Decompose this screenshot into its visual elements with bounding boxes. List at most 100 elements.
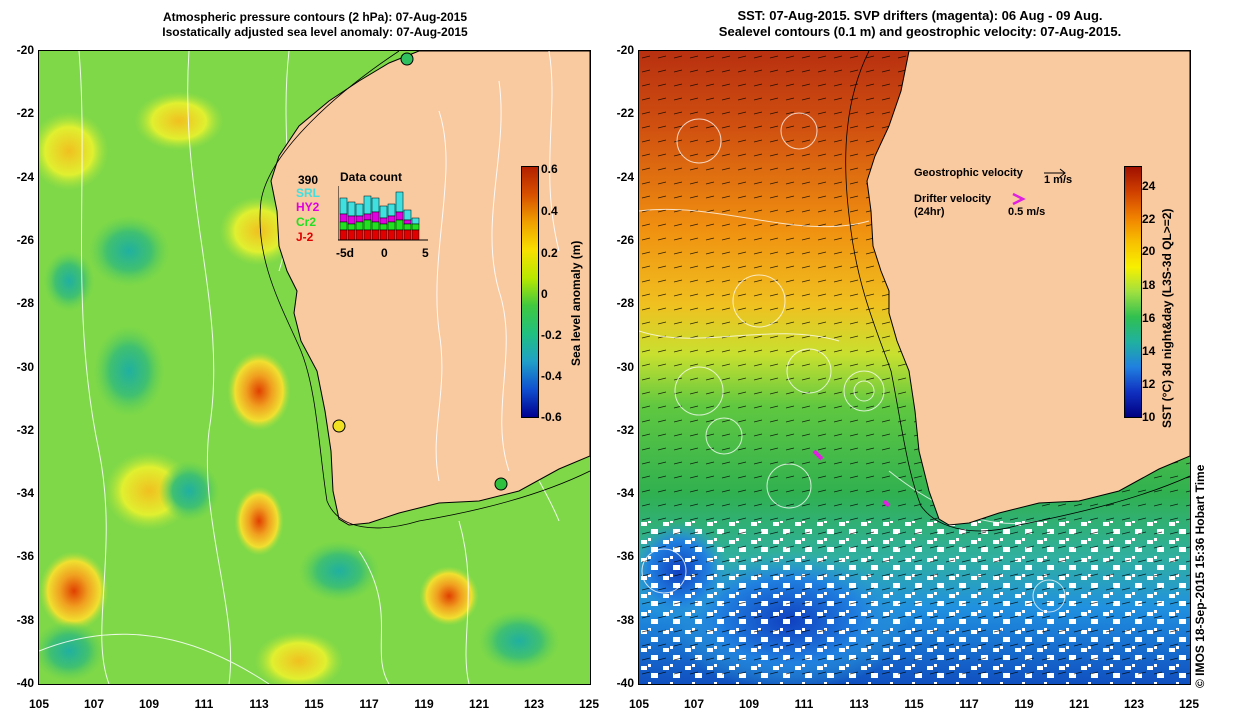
right-xtick-3: 109 [738, 697, 760, 711]
right-title-line2: Sealevel contours (0.1 m) and geostrophi… [718, 24, 1122, 39]
right-ytick-7: -32 [616, 423, 634, 437]
right-ytick-6: -30 [616, 360, 634, 374]
sst-map [638, 50, 1191, 685]
left-map-title: Atmospheric pressure contours (2 hPa): 0… [80, 10, 550, 40]
inset-sat-4: J-2 [296, 230, 314, 244]
geo-velocity-label: Geostrophic velocity [914, 167, 1023, 179]
tide-gauge-marker-3 [400, 52, 414, 66]
left-ytick-5: -28 [16, 296, 34, 310]
left-ytick-1: -20 [16, 43, 34, 57]
left-xtick-11: 125 [578, 697, 600, 711]
sla-colorbar [521, 166, 539, 418]
right-xtick-8: 119 [1014, 697, 1034, 711]
right-xtick-11: 125 [1178, 697, 1200, 711]
right-ytick-3: -24 [616, 170, 634, 184]
australia-land-left [270, 51, 590, 526]
drifter-track-2 [882, 499, 891, 508]
drifter-velocity-label: Drifter velocity [914, 193, 992, 205]
inset-count: 390 [298, 173, 319, 187]
left-xtick-7: 117 [359, 697, 379, 711]
right-title-line1: SST: 07-Aug-2015. SVP drifters (magenta)… [737, 8, 1103, 23]
left-title-line2: Isostatically adjusted sea level anomaly… [162, 25, 468, 39]
inset-sat-3: Cr2 [296, 215, 317, 229]
right-ytick-10: -38 [616, 613, 634, 627]
right-ytick-4: -26 [616, 233, 634, 247]
sst-colorbar [1124, 166, 1142, 418]
right-xtick-6: 115 [904, 697, 924, 711]
sla-cbar-tick-1: 0.6 [541, 162, 558, 176]
sst-colorbar-label: SST (°C) 3d night&day (L3S-3d QL>=2) [1160, 208, 1174, 429]
sla-high-anomaly-2 [39, 551, 109, 631]
drifter-velocity-scale: 0.5 m/s [1008, 206, 1046, 218]
left-xtick-9: 121 [468, 697, 490, 711]
left-xtick-5: 113 [249, 697, 269, 711]
right-xtick-9: 121 [1068, 697, 1090, 711]
sst-cbar-tick-5: 16 [1142, 311, 1156, 325]
sla-cbar-tick-3: 0.2 [541, 246, 558, 260]
drifter-velocity-arrow-icon [1012, 192, 1026, 206]
geo-velocity-scale: 1 m/s [1044, 174, 1073, 186]
inset-xtick-3: 5 [422, 246, 429, 260]
right-ytick-2: -22 [616, 106, 634, 120]
sst-cbar-tick-8: 10 [1142, 410, 1156, 424]
left-xtick-2: 107 [83, 697, 105, 711]
left-xtick-1: 105 [28, 697, 50, 711]
sla-colorbar-label: Sea level anomaly (m) [569, 240, 583, 366]
left-ytick-9: -36 [16, 549, 34, 563]
right-xtick-10: 123 [1123, 697, 1145, 711]
left-ytick-8: -34 [16, 486, 34, 500]
australia-land-right [866, 51, 1190, 526]
right-xtick-5: 113 [849, 697, 869, 711]
sla-map-graphic [39, 51, 590, 684]
sla-cbar-tick-4: 0 [541, 287, 548, 301]
right-ytick-11: -40 [616, 676, 634, 690]
left-ytick-11: -40 [16, 676, 34, 690]
left-ytick-4: -26 [16, 233, 34, 247]
left-xtick-4: 111 [194, 697, 214, 711]
left-xtick-3: 109 [138, 697, 160, 711]
left-xtick-8: 119 [414, 697, 434, 711]
right-ytick-5: -28 [616, 296, 634, 310]
sla-cbar-tick-6: -0.4 [541, 369, 562, 383]
left-xtick-6: 115 [304, 697, 324, 711]
tide-gauge-marker-2 [494, 477, 508, 491]
sea-level-anomaly-map [38, 50, 591, 685]
sla-high-anomaly-1 [227, 351, 291, 431]
inset-xtick-1: -5d [336, 246, 354, 260]
left-ytick-10: -38 [16, 613, 34, 627]
drifter-velocity-sub: (24hr) [914, 206, 945, 218]
left-ytick-2: -22 [16, 106, 34, 120]
inset-sat-1: SRL [296, 186, 320, 200]
inset-sat-2: HY2 [296, 200, 320, 214]
sla-high-anomaly-3 [419, 566, 479, 626]
sst-cbar-tick-6: 14 [1142, 344, 1156, 358]
sst-cbar-tick-3: 20 [1142, 244, 1156, 258]
left-ytick-3: -24 [16, 170, 34, 184]
sla-cbar-tick-7: -0.6 [541, 410, 562, 424]
tide-gauge-marker-1 [332, 419, 346, 433]
left-ytick-6: -30 [16, 360, 34, 374]
sst-cbar-tick-1: 24 [1142, 179, 1156, 193]
inset-xtick-2: 0 [381, 246, 388, 260]
sst-cbar-tick-4: 18 [1142, 278, 1156, 292]
sla-cbar-tick-5: -0.2 [541, 328, 562, 342]
sst-map-graphic [639, 51, 1190, 684]
sst-cbar-tick-2: 22 [1142, 212, 1156, 226]
imos-copyright: © IMOS 18-Sep-2015 15:36 Hobart Time [1193, 464, 1207, 688]
right-ytick-1: -20 [616, 43, 634, 57]
right-xtick-7: 117 [959, 697, 979, 711]
sla-cbar-tick-2: 0.4 [541, 204, 558, 218]
geo-velocity-arrow-icon [1044, 168, 1066, 178]
left-xtick-10: 123 [523, 697, 545, 711]
right-xtick-2: 107 [683, 697, 705, 711]
data-count-histogram [338, 186, 428, 241]
right-ytick-8: -34 [616, 486, 634, 500]
right-ytick-9: -36 [616, 549, 634, 563]
left-title-line1: Atmospheric pressure contours (2 hPa): 0… [162, 10, 468, 24]
drifter-track-1 [812, 449, 824, 461]
right-xtick-4: 111 [794, 697, 814, 711]
left-ytick-7: -32 [16, 423, 34, 437]
right-xtick-1: 105 [628, 697, 650, 711]
sst-cbar-tick-7: 12 [1142, 377, 1156, 391]
right-map-title: SST: 07-Aug-2015. SVP drifters (magenta)… [640, 8, 1200, 40]
